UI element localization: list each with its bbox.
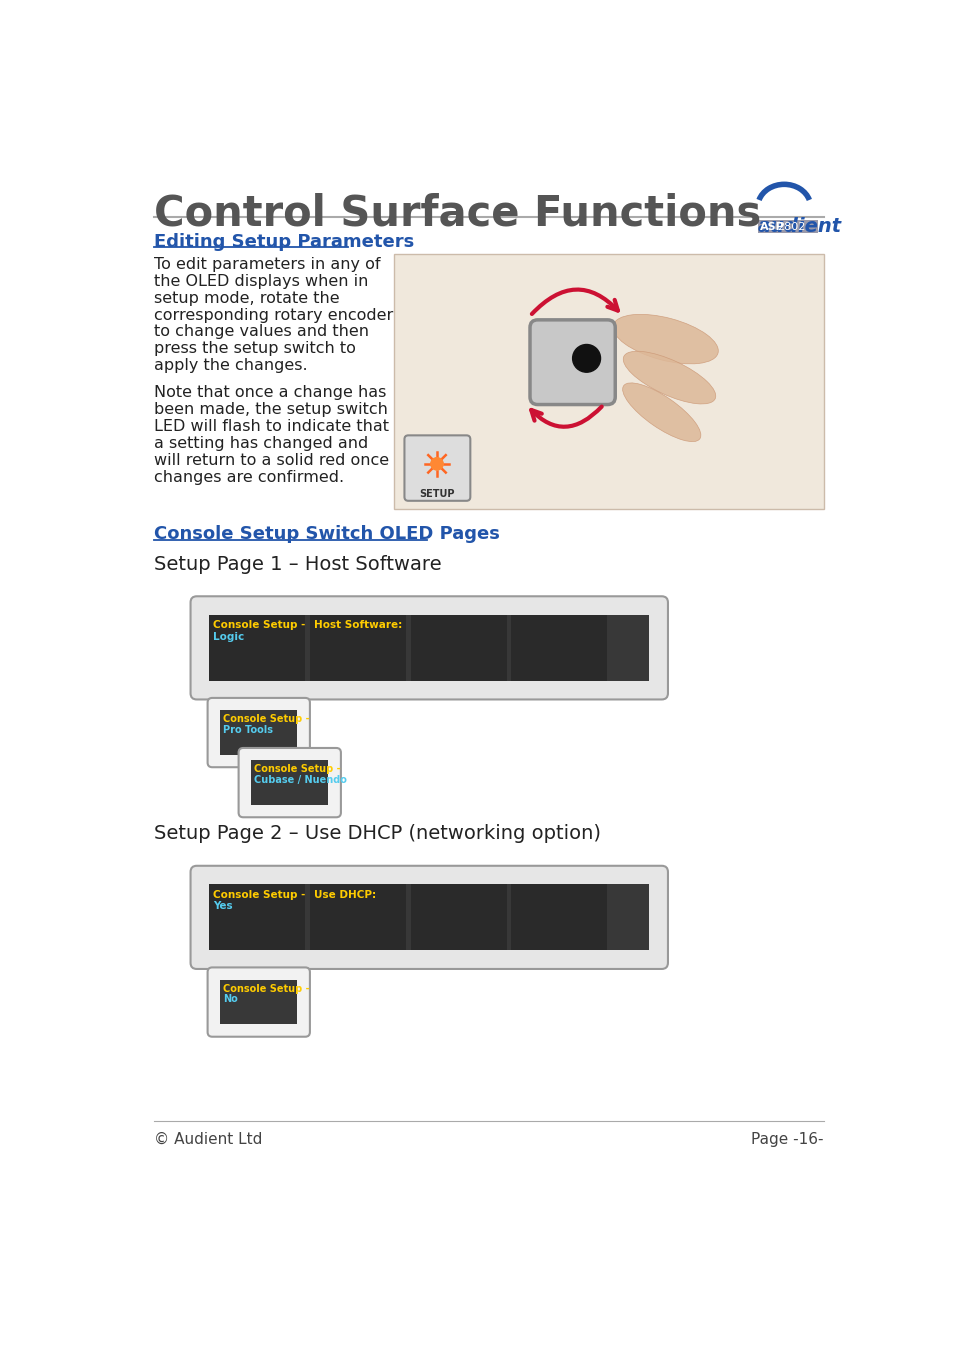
Text: LED will flash to indicate that: LED will flash to indicate that xyxy=(154,420,389,435)
FancyBboxPatch shape xyxy=(209,614,305,680)
FancyBboxPatch shape xyxy=(220,980,297,1025)
Text: Yes: Yes xyxy=(213,902,233,911)
FancyBboxPatch shape xyxy=(530,320,615,405)
Text: corresponding rotary encoder: corresponding rotary encoder xyxy=(154,308,393,323)
Text: setup mode, rotate the: setup mode, rotate the xyxy=(154,290,339,305)
Text: Control Surface Functions: Control Surface Functions xyxy=(154,193,760,235)
Text: audient: audient xyxy=(757,217,841,236)
Circle shape xyxy=(572,344,599,373)
Text: Cubase / Nuendo: Cubase / Nuendo xyxy=(253,775,347,784)
FancyBboxPatch shape xyxy=(251,760,328,805)
Ellipse shape xyxy=(612,315,718,364)
Text: been made, the setup switch: been made, the setup switch xyxy=(154,402,388,417)
FancyBboxPatch shape xyxy=(209,884,649,950)
FancyArrowPatch shape xyxy=(532,289,618,315)
Text: Host Software:: Host Software: xyxy=(314,620,401,630)
Text: No: No xyxy=(223,995,237,1004)
FancyBboxPatch shape xyxy=(191,597,667,699)
Text: Console Setup -: Console Setup - xyxy=(213,620,305,630)
FancyBboxPatch shape xyxy=(310,884,406,950)
Text: Use DHCP:: Use DHCP: xyxy=(314,890,375,899)
FancyBboxPatch shape xyxy=(208,968,310,1037)
FancyBboxPatch shape xyxy=(191,865,667,969)
FancyBboxPatch shape xyxy=(310,614,406,680)
Text: Console Setup -: Console Setup - xyxy=(213,890,305,899)
Text: Page -16-: Page -16- xyxy=(750,1133,822,1147)
FancyBboxPatch shape xyxy=(757,220,818,232)
FancyBboxPatch shape xyxy=(511,884,607,950)
FancyArrowPatch shape xyxy=(531,406,601,427)
Text: Console Setup -: Console Setup - xyxy=(253,764,340,774)
Text: SETUP: SETUP xyxy=(418,489,455,500)
Text: Pro Tools: Pro Tools xyxy=(223,725,273,734)
FancyBboxPatch shape xyxy=(394,254,823,509)
Circle shape xyxy=(431,458,443,470)
Ellipse shape xyxy=(622,351,715,404)
Text: Console Setup -: Console Setup - xyxy=(223,714,310,724)
Text: to change values and then: to change values and then xyxy=(154,324,369,339)
Text: a setting has changed and: a setting has changed and xyxy=(154,436,368,451)
Text: Editing Setup Parameters: Editing Setup Parameters xyxy=(154,232,414,251)
Text: Setup Page 2 – Use DHCP (networking option): Setup Page 2 – Use DHCP (networking opti… xyxy=(154,825,600,844)
Text: changes are confirmed.: changes are confirmed. xyxy=(154,470,344,485)
FancyBboxPatch shape xyxy=(238,748,340,817)
Text: 2802: 2802 xyxy=(777,221,804,232)
Text: Setup Page 1 – Host Software: Setup Page 1 – Host Software xyxy=(154,555,441,574)
Text: apply the changes.: apply the changes. xyxy=(154,358,308,374)
Text: Logic: Logic xyxy=(213,632,244,641)
Ellipse shape xyxy=(622,383,700,441)
Text: will return to a solid red once: will return to a solid red once xyxy=(154,454,389,468)
FancyBboxPatch shape xyxy=(410,884,506,950)
FancyBboxPatch shape xyxy=(220,710,297,755)
Text: © Audient Ltd: © Audient Ltd xyxy=(154,1133,262,1147)
Text: Console Setup Switch OLED Pages: Console Setup Switch OLED Pages xyxy=(154,525,499,544)
Text: Note that once a change has: Note that once a change has xyxy=(154,385,386,401)
Text: Console Setup -: Console Setup - xyxy=(223,984,310,994)
FancyBboxPatch shape xyxy=(208,698,310,767)
FancyBboxPatch shape xyxy=(410,614,506,680)
Text: press the setup switch to: press the setup switch to xyxy=(154,342,355,356)
FancyBboxPatch shape xyxy=(404,435,470,501)
Text: To edit parameters in any of: To edit parameters in any of xyxy=(154,256,380,271)
FancyBboxPatch shape xyxy=(209,614,649,680)
FancyBboxPatch shape xyxy=(209,884,305,950)
Text: the OLED displays when in: the OLED displays when in xyxy=(154,274,368,289)
Text: ASP: ASP xyxy=(760,221,784,232)
FancyBboxPatch shape xyxy=(511,614,607,680)
